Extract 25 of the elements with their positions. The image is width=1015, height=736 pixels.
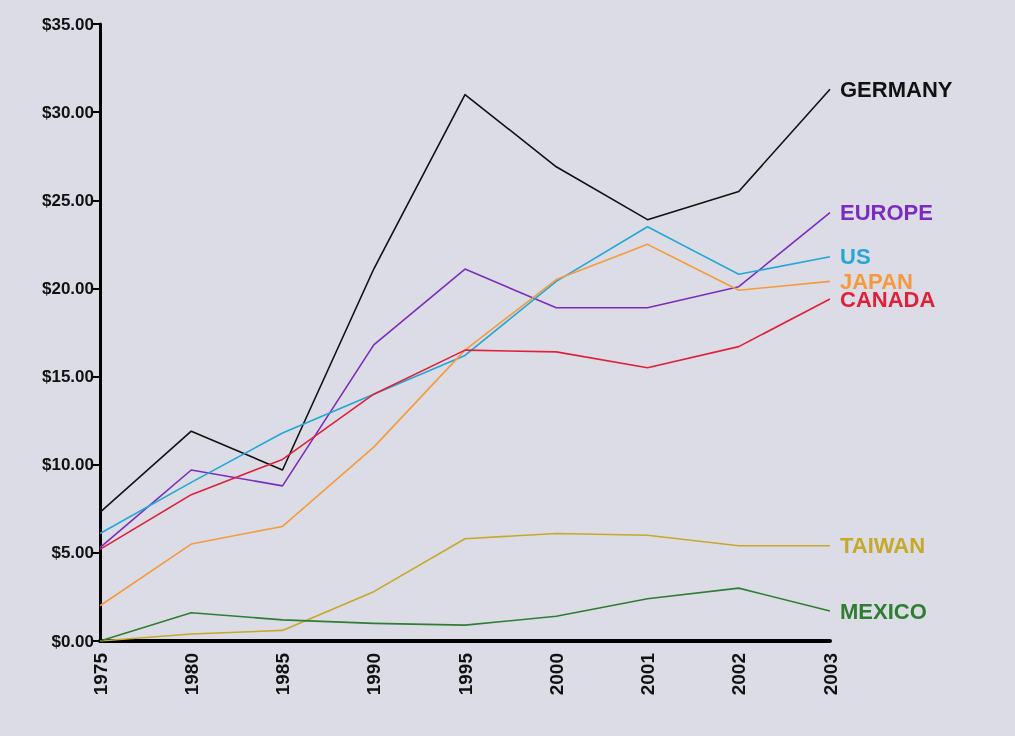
line-series	[99, 88, 831, 514]
x-tick-label: 2003	[819, 653, 841, 696]
series-label: EUROPE	[840, 200, 933, 226]
y-tick-label: $35.00	[42, 14, 94, 34]
series-label: US	[840, 244, 871, 270]
y-tick-label: $15.00	[42, 367, 94, 387]
x-tick-label: 1980	[180, 653, 202, 696]
line-series	[99, 243, 831, 607]
y-tick-label: $30.00	[42, 102, 94, 122]
y-tick-label: $10.00	[42, 455, 94, 475]
x-tick-label: 1995	[454, 652, 476, 696]
line-series	[99, 298, 831, 551]
x-tick-label: 1985	[272, 652, 293, 696]
series-label: TAIWAN	[840, 533, 926, 559]
y-tick-label: $20.00	[42, 278, 94, 298]
x-tick-label: 2000	[545, 653, 567, 696]
series-label: MEXICO	[840, 598, 927, 624]
series-label: GERMANY	[840, 76, 953, 102]
x-tick-label: 1990	[363, 653, 385, 696]
x-tick-label: 2001	[637, 652, 658, 696]
x-tick-label: 1975	[89, 652, 111, 696]
x-tick-label: 2002	[728, 653, 750, 696]
y-tick-label: $25.00	[42, 190, 94, 210]
y-tick-label: $0.00	[51, 631, 94, 651]
y-tick-label: $5.00	[51, 543, 94, 563]
